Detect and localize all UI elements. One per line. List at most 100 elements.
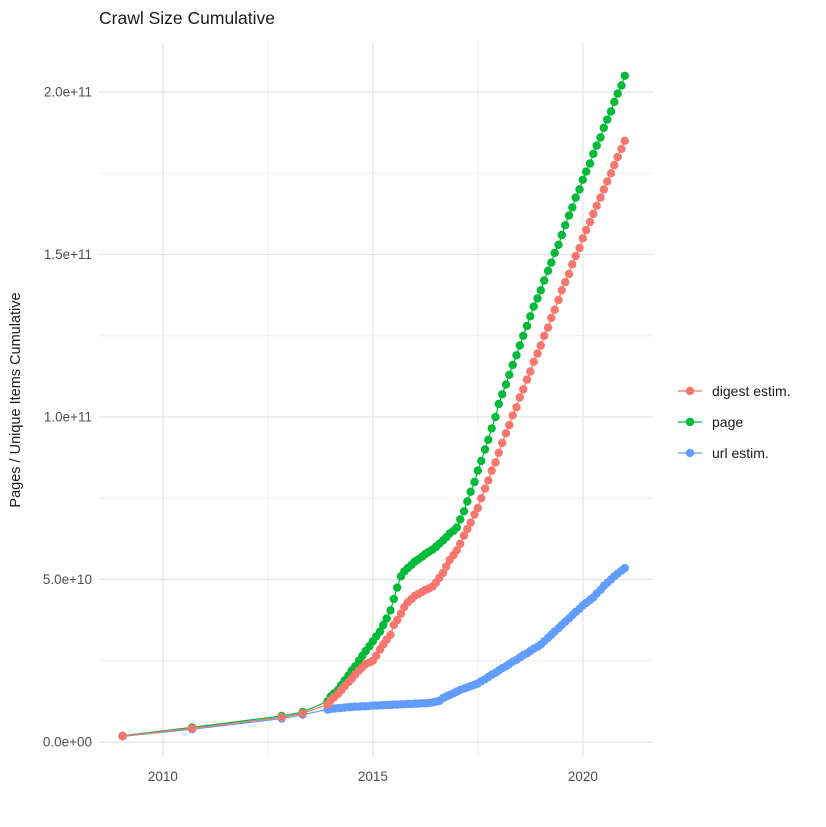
legend-item: digest estim.	[678, 383, 791, 399]
data-point	[494, 399, 503, 409]
data-point	[592, 141, 601, 150]
data-point	[396, 609, 406, 618]
data-point	[571, 251, 580, 261]
data-point	[508, 411, 517, 420]
data-point	[466, 487, 475, 496]
data-point	[480, 484, 490, 493]
data-point	[582, 167, 591, 176]
data-point	[533, 294, 542, 303]
data-point	[550, 305, 559, 314]
y-tick-label: 0.0e+00	[43, 735, 92, 750]
data-point	[463, 524, 472, 534]
data-point	[480, 445, 490, 454]
data-point	[386, 630, 395, 639]
data-point	[564, 269, 574, 279]
y-axis-tick-labels: 0.0e+00 5.0e+10 1.0e+11 1.5e+11 2.0e+11	[43, 85, 92, 750]
data-point	[529, 302, 538, 311]
y-axis-title: Pages / Unique Items Cumulative	[8, 292, 24, 507]
data-point	[477, 494, 486, 503]
data-point	[592, 201, 601, 210]
data-point	[487, 466, 496, 475]
data-point	[522, 321, 532, 331]
data-point	[568, 260, 577, 269]
data-point	[617, 144, 626, 154]
data-point	[438, 568, 448, 578]
data-point	[498, 390, 507, 399]
data-point	[554, 295, 563, 305]
data-point	[620, 71, 629, 81]
data-point	[529, 357, 538, 366]
data-point	[561, 277, 570, 287]
data-point	[526, 312, 535, 321]
data-point	[575, 185, 584, 194]
data-point	[620, 563, 629, 573]
data-point	[393, 615, 402, 625]
data-point	[585, 159, 595, 168]
data-point	[456, 515, 465, 524]
data-point	[557, 230, 566, 240]
data-point	[484, 435, 493, 444]
data-point	[578, 175, 587, 184]
y-tick-label: 2.0e+11	[44, 85, 92, 100]
series-layer	[118, 71, 629, 741]
data-point	[599, 123, 608, 132]
x-tick-label: 2015	[358, 769, 388, 784]
legend-item: page	[678, 414, 743, 430]
legend-key-point	[685, 386, 695, 396]
data-point	[501, 429, 511, 438]
data-point	[543, 323, 553, 332]
data-point	[585, 217, 595, 227]
data-point	[473, 503, 482, 513]
data-point	[613, 152, 622, 162]
data-point	[484, 476, 493, 485]
data-point	[550, 248, 559, 258]
data-point	[188, 724, 197, 733]
data-point	[568, 203, 577, 212]
data-point	[498, 438, 507, 448]
y-tick-label: 1.5e+11	[44, 247, 92, 262]
data-point	[540, 276, 549, 285]
data-point	[470, 510, 479, 519]
data-point	[603, 177, 612, 186]
data-point	[599, 185, 608, 194]
data-point	[547, 258, 556, 267]
data-point	[389, 594, 398, 604]
data-point	[487, 424, 496, 433]
data-point	[442, 562, 451, 571]
data-point	[375, 627, 385, 636]
data-point	[557, 286, 566, 295]
y-tick-label: 1.0e+11	[44, 410, 92, 425]
data-point	[459, 531, 469, 540]
data-point	[620, 136, 629, 145]
gridlines	[99, 42, 653, 757]
data-point	[393, 583, 402, 592]
data-point	[571, 193, 580, 202]
x-axis-tick-labels: 2010 2015 2020	[148, 769, 598, 784]
data-point	[561, 221, 570, 230]
legend-item: url estim.	[678, 445, 769, 461]
legend: digest estim. page url estim.	[678, 383, 791, 461]
y-tick-label: 5.0e+10	[43, 572, 92, 587]
data-point	[533, 349, 542, 358]
data-point	[536, 341, 545, 350]
data-point	[372, 651, 381, 661]
legend-key-point	[685, 448, 695, 458]
data-point	[519, 331, 528, 340]
data-point	[536, 286, 545, 295]
x-tick-label: 2020	[568, 769, 598, 784]
data-point	[582, 225, 591, 235]
data-point	[515, 341, 524, 350]
data-point	[512, 403, 521, 412]
data-point	[606, 107, 616, 116]
legend-label: digest estim.	[712, 383, 791, 399]
legend-label: url estim.	[712, 445, 769, 461]
data-point	[575, 243, 584, 253]
data-point	[379, 620, 388, 630]
data-point	[589, 149, 598, 158]
legend-label: page	[712, 414, 743, 430]
data-point	[470, 477, 479, 487]
data-point	[543, 266, 553, 275]
data-point	[519, 385, 528, 394]
